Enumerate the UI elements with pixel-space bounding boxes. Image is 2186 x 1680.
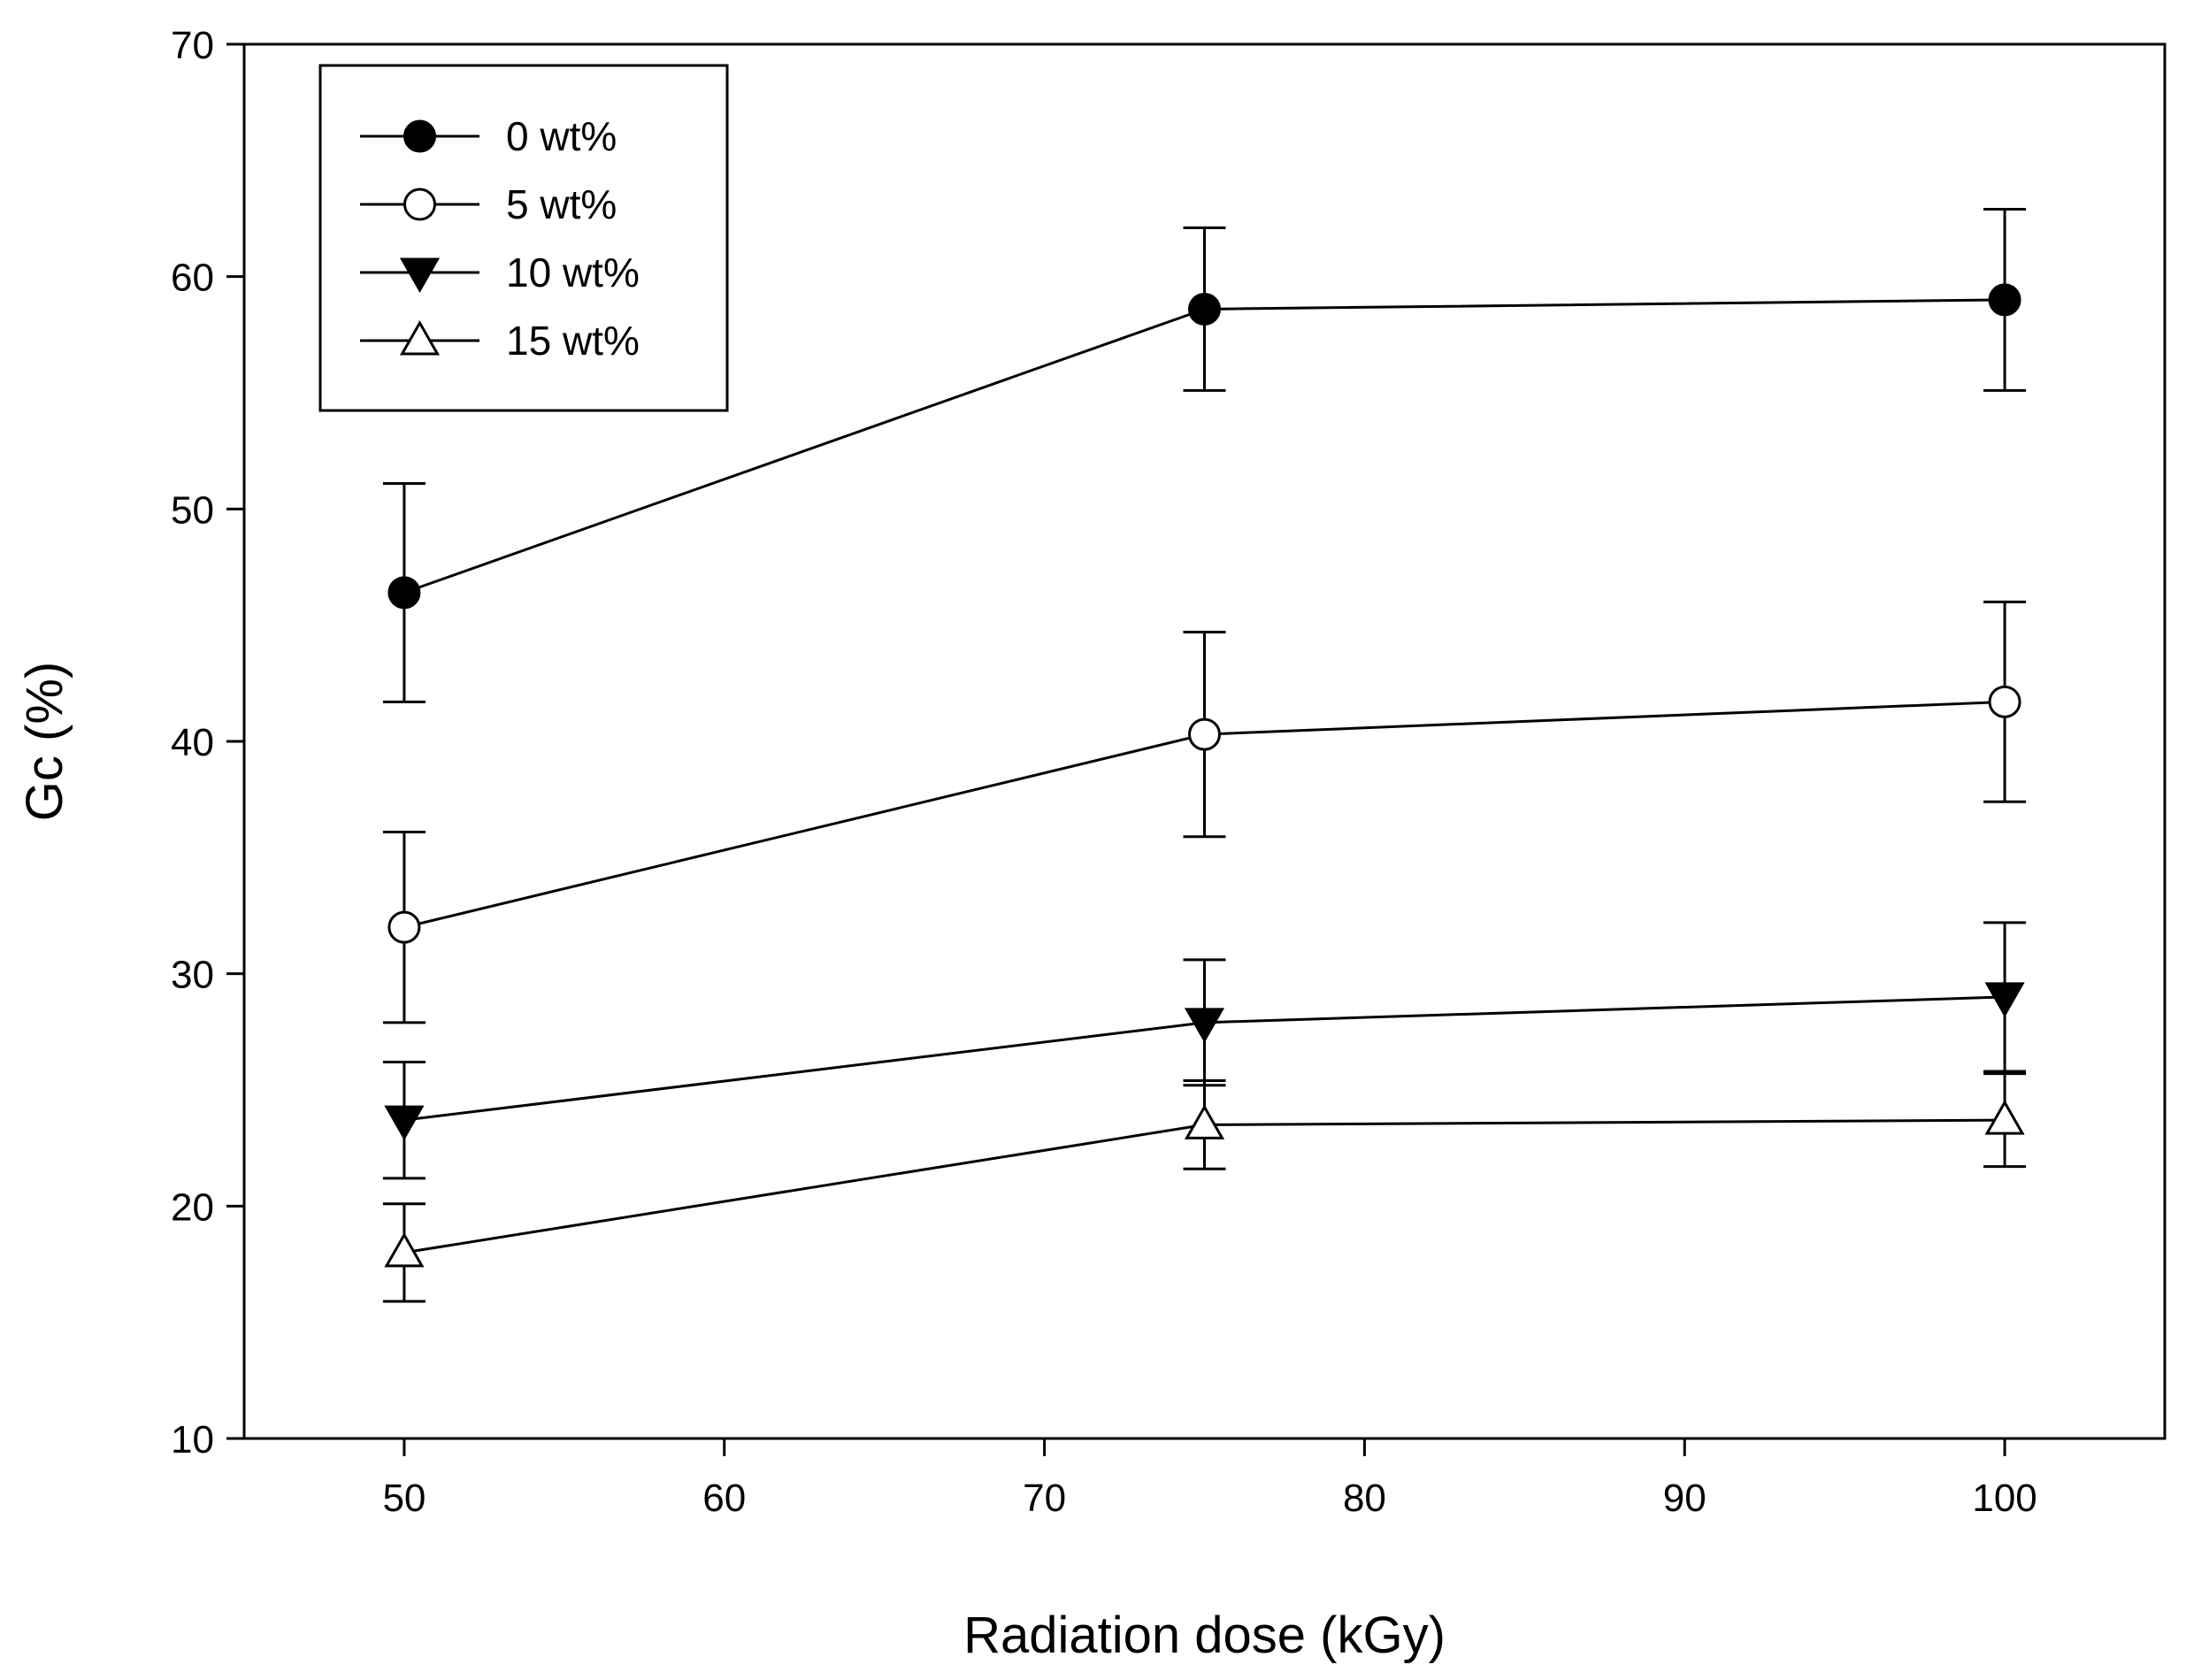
y-tick-label: 40 bbox=[171, 721, 214, 764]
y-axis: 10 20 30 40 50 60 70 bbox=[171, 24, 244, 1461]
data-point bbox=[384, 1105, 425, 1141]
legend-marker bbox=[403, 188, 436, 221]
x-tick-label: 80 bbox=[1343, 1477, 1386, 1520]
legend-label: 15 wt% bbox=[506, 318, 640, 364]
data-point bbox=[1184, 1008, 1225, 1043]
x-tick-label: 90 bbox=[1663, 1477, 1707, 1520]
y-tick-label: 50 bbox=[171, 488, 214, 532]
data-point bbox=[1984, 1100, 2025, 1135]
data-point bbox=[1988, 685, 2021, 718]
y-tick-label: 70 bbox=[171, 24, 214, 67]
x-tick-label: 70 bbox=[1023, 1477, 1066, 1520]
legend-label: 10 wt% bbox=[506, 249, 640, 295]
data-point bbox=[387, 576, 421, 610]
data-point bbox=[384, 1231, 425, 1268]
x-tick-label: 60 bbox=[702, 1477, 746, 1520]
y-tick-label: 30 bbox=[171, 954, 214, 997]
y-tick-label: 20 bbox=[171, 1185, 214, 1229]
legend-marker bbox=[399, 319, 441, 356]
data-point bbox=[1184, 1104, 1225, 1139]
series-layer bbox=[382, 207, 2027, 1303]
legend-label: 0 wt% bbox=[506, 113, 617, 159]
y-tick-label: 10 bbox=[171, 1418, 214, 1461]
x-axis: 50 60 70 80 90 100 bbox=[382, 1438, 2037, 1520]
series-15-wt- bbox=[382, 1072, 2027, 1303]
data-point bbox=[1984, 982, 2025, 1017]
data-point bbox=[387, 910, 421, 944]
data-point bbox=[1188, 292, 1221, 326]
legend: 0 wt% 5 wt% 10 wt% 15 wt% bbox=[318, 64, 729, 412]
series-0-wt- bbox=[382, 207, 2027, 703]
x-axis-title: Radiation dose (kGy) bbox=[963, 1607, 1446, 1664]
legend-box bbox=[318, 64, 729, 412]
legend-marker bbox=[403, 119, 436, 153]
legend-marker bbox=[399, 257, 441, 294]
y-tick-label: 60 bbox=[171, 257, 214, 300]
series-10-wt- bbox=[382, 921, 2027, 1180]
x-tick-label: 100 bbox=[1972, 1477, 2036, 1520]
x-tick-label: 50 bbox=[382, 1477, 426, 1520]
legend-label: 5 wt% bbox=[506, 181, 617, 227]
series-5-wt- bbox=[382, 600, 2027, 1024]
data-point bbox=[1188, 717, 1221, 751]
y-axis-title: Gc (%) bbox=[16, 662, 73, 821]
data-point bbox=[1988, 283, 2021, 317]
